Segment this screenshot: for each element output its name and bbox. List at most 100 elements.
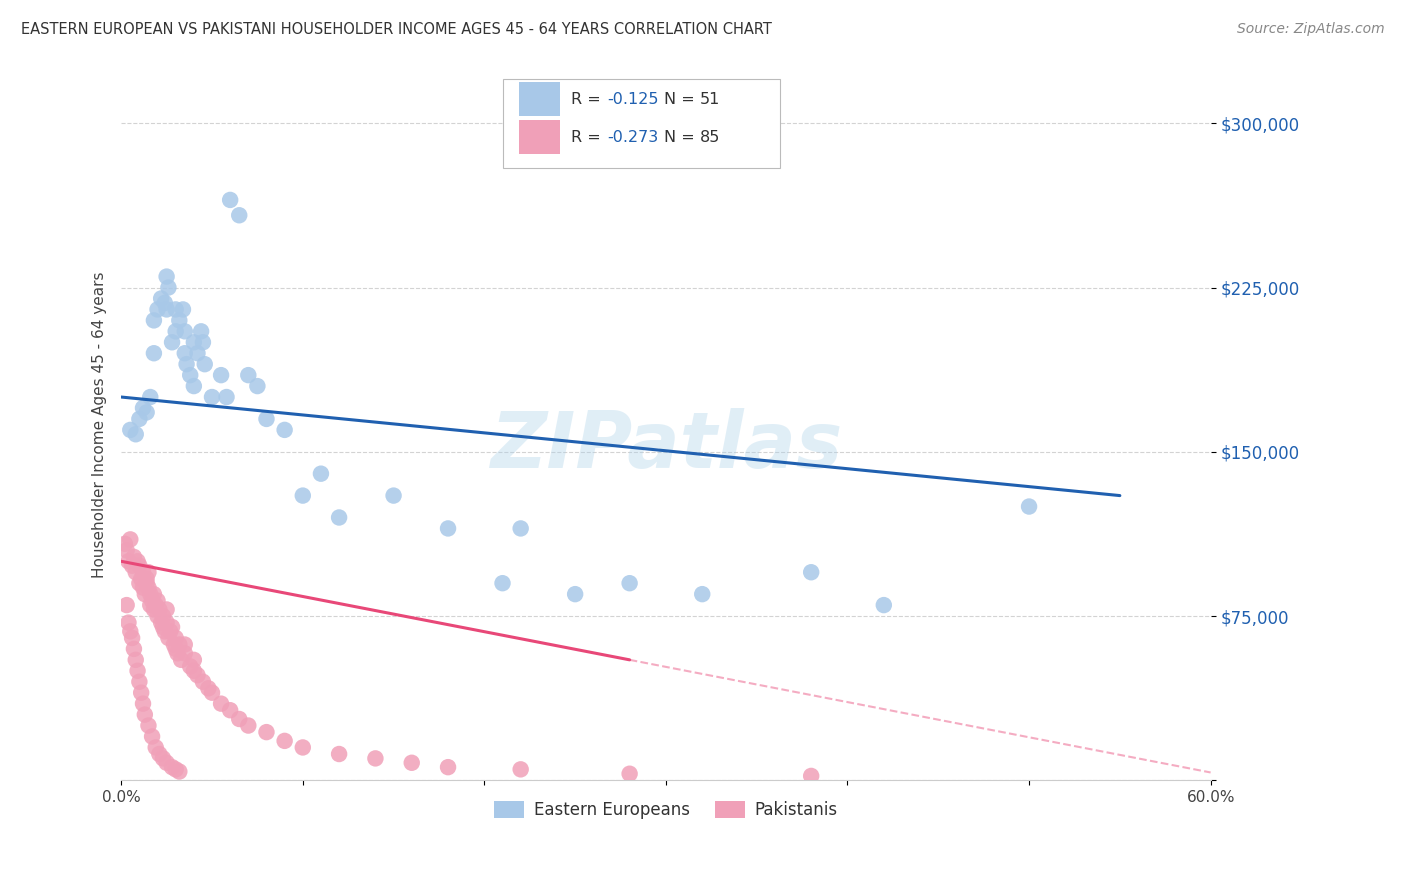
- Point: [209, 368, 232, 383]
- Point: [117, 554, 139, 568]
- Point: [165, 631, 187, 645]
- Point: [328, 747, 350, 761]
- Point: [138, 566, 160, 580]
- Point: [690, 587, 713, 601]
- Point: [142, 313, 165, 327]
- Point: [122, 641, 145, 656]
- Point: [135, 572, 157, 586]
- Point: [197, 681, 219, 696]
- Point: [176, 357, 198, 371]
- Point: [291, 489, 314, 503]
- Point: [146, 302, 169, 317]
- Point: [128, 576, 150, 591]
- Text: Source: ZipAtlas.com: Source: ZipAtlas.com: [1237, 22, 1385, 37]
- Point: [127, 664, 149, 678]
- FancyBboxPatch shape: [519, 120, 560, 154]
- Point: [152, 751, 174, 765]
- Point: [183, 335, 205, 350]
- Point: [173, 324, 195, 338]
- Point: [183, 664, 205, 678]
- Point: [186, 668, 208, 682]
- Point: [135, 576, 157, 591]
- Point: [142, 602, 165, 616]
- Text: -0.273: -0.273: [607, 130, 658, 145]
- Point: [437, 760, 460, 774]
- Point: [256, 412, 278, 426]
- Point: [1018, 500, 1040, 514]
- Point: [132, 566, 155, 580]
- Point: [191, 674, 214, 689]
- Text: R =: R =: [571, 93, 606, 107]
- Point: [132, 697, 155, 711]
- Point: [619, 576, 641, 591]
- Point: [150, 292, 173, 306]
- Point: [256, 725, 278, 739]
- Point: [142, 346, 165, 360]
- Point: [129, 572, 152, 586]
- Point: [165, 762, 187, 776]
- Point: [160, 620, 183, 634]
- Point: [157, 631, 180, 645]
- Point: [141, 730, 163, 744]
- Point: [246, 379, 269, 393]
- Text: ZIPatlas: ZIPatlas: [489, 408, 842, 483]
- Point: [238, 368, 260, 383]
- Point: [173, 346, 195, 360]
- Point: [165, 302, 187, 317]
- Point: [364, 751, 387, 765]
- Point: [169, 313, 191, 327]
- Point: [121, 558, 143, 573]
- Point: [291, 740, 314, 755]
- Point: [179, 368, 201, 383]
- Point: [132, 581, 155, 595]
- Point: [509, 762, 531, 776]
- Point: [156, 302, 179, 317]
- Y-axis label: Householder Income Ages 45 - 64 years: Householder Income Ages 45 - 64 years: [93, 271, 107, 578]
- Point: [437, 521, 460, 535]
- Point: [165, 324, 187, 338]
- Point: [127, 554, 149, 568]
- Point: [509, 521, 531, 535]
- Point: [128, 558, 150, 573]
- Point: [186, 346, 208, 360]
- Point: [125, 566, 148, 580]
- Point: [153, 624, 176, 639]
- Point: [148, 602, 170, 616]
- Point: [157, 280, 180, 294]
- Point: [148, 747, 170, 761]
- Point: [150, 615, 173, 630]
- Point: [135, 405, 157, 419]
- Point: [170, 653, 193, 667]
- Point: [122, 549, 145, 564]
- Point: [209, 697, 232, 711]
- Point: [156, 756, 179, 770]
- Point: [159, 624, 181, 639]
- Point: [219, 703, 242, 717]
- Point: [169, 638, 191, 652]
- Point: [328, 510, 350, 524]
- Point: [169, 764, 191, 779]
- Point: [619, 766, 641, 780]
- Point: [191, 335, 214, 350]
- Point: [165, 641, 187, 656]
- Point: [309, 467, 332, 481]
- Point: [145, 740, 167, 755]
- Point: [125, 427, 148, 442]
- Point: [120, 533, 142, 547]
- Point: [121, 631, 143, 645]
- Point: [382, 489, 405, 503]
- Point: [228, 712, 250, 726]
- Point: [117, 615, 139, 630]
- Point: [219, 193, 242, 207]
- Point: [129, 686, 152, 700]
- Point: [491, 576, 513, 591]
- Text: 51: 51: [700, 93, 720, 107]
- Point: [138, 581, 160, 595]
- Point: [160, 760, 183, 774]
- Point: [194, 357, 217, 371]
- Point: [401, 756, 423, 770]
- Point: [152, 609, 174, 624]
- Point: [156, 615, 179, 630]
- Point: [132, 401, 155, 415]
- Point: [201, 390, 224, 404]
